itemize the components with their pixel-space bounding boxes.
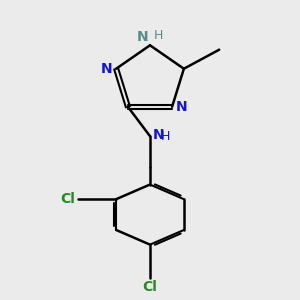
Text: Cl: Cl <box>142 280 158 294</box>
Text: N: N <box>176 100 187 114</box>
Text: H: H <box>161 130 171 143</box>
Text: N: N <box>101 62 112 76</box>
Text: Cl: Cl <box>61 192 76 206</box>
Text: N: N <box>137 30 148 44</box>
Text: N: N <box>153 128 165 142</box>
Text: H: H <box>154 29 163 42</box>
